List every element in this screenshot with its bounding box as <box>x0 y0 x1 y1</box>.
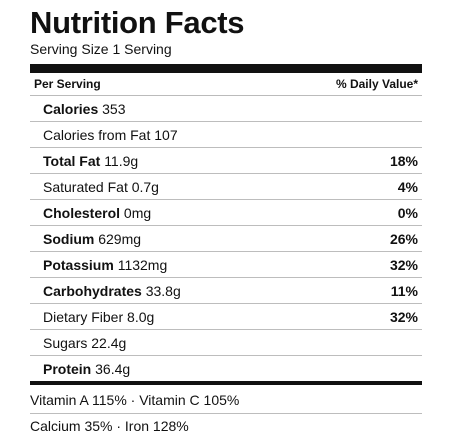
nutrient-label: Calories <box>43 100 99 117</box>
nutrient-row: Protein 36.4g <box>30 356 422 381</box>
daily-value-percent: 32% <box>389 308 418 325</box>
nutrient-row: Saturated Fat 0.7g 4% <box>30 174 422 200</box>
nutrient-amount: 36.4g <box>95 360 131 377</box>
nutrient-name: Protein 36.4g <box>30 361 130 377</box>
nutrient-name: Potassium 1132mg <box>30 257 167 273</box>
nutrient-amount: 33.8g <box>145 282 181 299</box>
nutrient-label: Sodium <box>43 230 95 247</box>
nutrient-row: Carbohydrates 33.8g 11% <box>30 278 422 304</box>
nutrient-name: Cholesterol 0mg <box>30 205 151 221</box>
nutrient-label: Protein <box>43 360 92 377</box>
nutrient-amount: 0mg <box>123 204 152 221</box>
mineral-line: Calcium 35% · Iron 128% <box>30 418 189 434</box>
nutrient-label: Calories from Fat <box>43 126 151 143</box>
nutrient-label: Total Fat <box>43 152 101 169</box>
daily-value-header: % Daily Value* <box>335 77 418 91</box>
daily-value-percent: 0% <box>397 204 418 221</box>
nutrient-name: Calories 353 <box>30 101 126 117</box>
nutrient-amount: 353 <box>102 100 126 117</box>
nutrient-label: Dietary Fiber <box>43 308 124 325</box>
nutrient-amount: 11.9g <box>104 152 139 169</box>
label-title: Nutrition Facts <box>30 5 245 40</box>
medium-divider <box>30 381 422 385</box>
column-header-row: Per Serving % Daily Value* <box>30 73 422 96</box>
nutrient-name: Sodium 629mg <box>30 231 141 247</box>
serving-size: Serving Size 1 Serving <box>30 41 172 57</box>
nutrient-row: Total Fat 11.9g 18% <box>30 148 422 174</box>
nutrient-amount: 1132mg <box>117 256 168 273</box>
nutrient-label: Saturated Fat <box>43 178 128 195</box>
nutrient-row: Dietary Fiber 8.0g 32% <box>30 304 422 330</box>
nutrient-label: Carbohydrates <box>43 282 142 299</box>
nutrient-amount: 22.4g <box>91 334 127 351</box>
nutrient-row: Calories 353 <box>30 96 422 122</box>
per-serving-header: Per Serving <box>34 77 101 91</box>
thick-divider <box>30 64 422 73</box>
nutrient-amount: 629mg <box>98 230 142 247</box>
nutrient-name: Calories from Fat 107 <box>30 127 178 143</box>
nutrient-name: Carbohydrates 33.8g <box>30 283 181 299</box>
daily-value-percent: 4% <box>397 178 418 195</box>
daily-value-percent: 32% <box>389 256 418 273</box>
nutrient-name: Saturated Fat 0.7g <box>30 179 159 195</box>
nutrient-row: Calories from Fat 107 <box>30 122 422 148</box>
daily-value-percent: 26% <box>389 230 418 247</box>
nutrient-row: Potassium 1132mg 32% <box>30 252 422 278</box>
nutrient-row: Sodium 629mg 26% <box>30 226 422 252</box>
daily-value-percent: 18% <box>389 152 418 169</box>
nutrient-label: Potassium <box>43 256 114 273</box>
nutrition-label: Nutrition Facts Serving Size 1 Serving P… <box>30 0 422 439</box>
nutrient-amount: 0.7g <box>131 178 159 195</box>
nutrient-name: Total Fat 11.9g <box>30 153 138 169</box>
nutrient-name: Sugars 22.4g <box>30 335 126 351</box>
nutrient-row: Cholesterol 0mg 0% <box>30 200 422 226</box>
nutrient-amount: 8.0g <box>127 308 155 325</box>
vitamin-line: Vitamin A 115% · Vitamin C 105% <box>30 388 422 414</box>
nutrient-label: Sugars <box>43 334 88 351</box>
nutrient-label: Cholesterol <box>43 204 121 221</box>
nutrient-name: Dietary Fiber 8.0g <box>30 309 154 325</box>
daily-value-percent: 11% <box>390 282 418 299</box>
nutrient-list: Calories 353 Calories from Fat 107 Total F… <box>30 96 422 381</box>
nutrient-row: Sugars 22.4g <box>30 330 422 356</box>
nutrient-amount: 107 <box>154 126 178 143</box>
